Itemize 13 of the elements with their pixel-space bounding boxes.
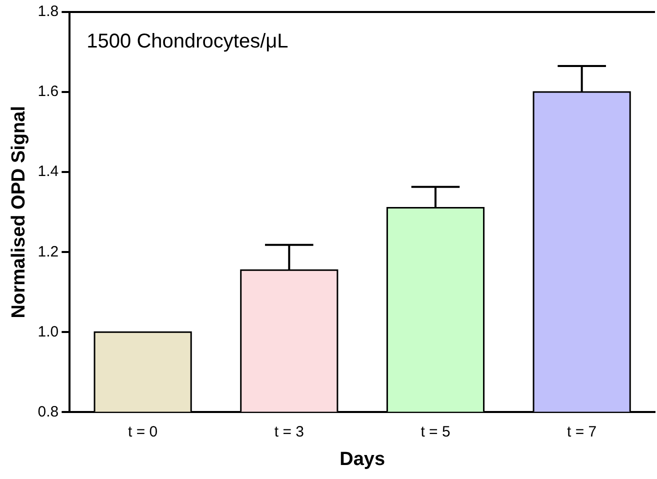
x-tick-label: t = 0 xyxy=(128,423,158,440)
y-tick-label: 1.8 xyxy=(38,3,59,20)
x-tick-label: t = 5 xyxy=(420,423,450,440)
x-tick-label: t = 7 xyxy=(567,423,597,440)
y-tick-label: 1.4 xyxy=(38,163,59,180)
y-tick-label: 1.6 xyxy=(38,83,59,100)
y-tick-label: 0.8 xyxy=(38,403,59,420)
y-axis-title: Normalised OPD Signal xyxy=(8,106,30,318)
x-axis-title: Days xyxy=(340,448,386,470)
y-tick-label: 1.0 xyxy=(38,323,59,340)
x-tick-label: t = 3 xyxy=(274,423,304,440)
annotation: 1500 Chondrocytes/μL xyxy=(86,30,288,53)
y-tick-label: 1.2 xyxy=(38,243,59,260)
